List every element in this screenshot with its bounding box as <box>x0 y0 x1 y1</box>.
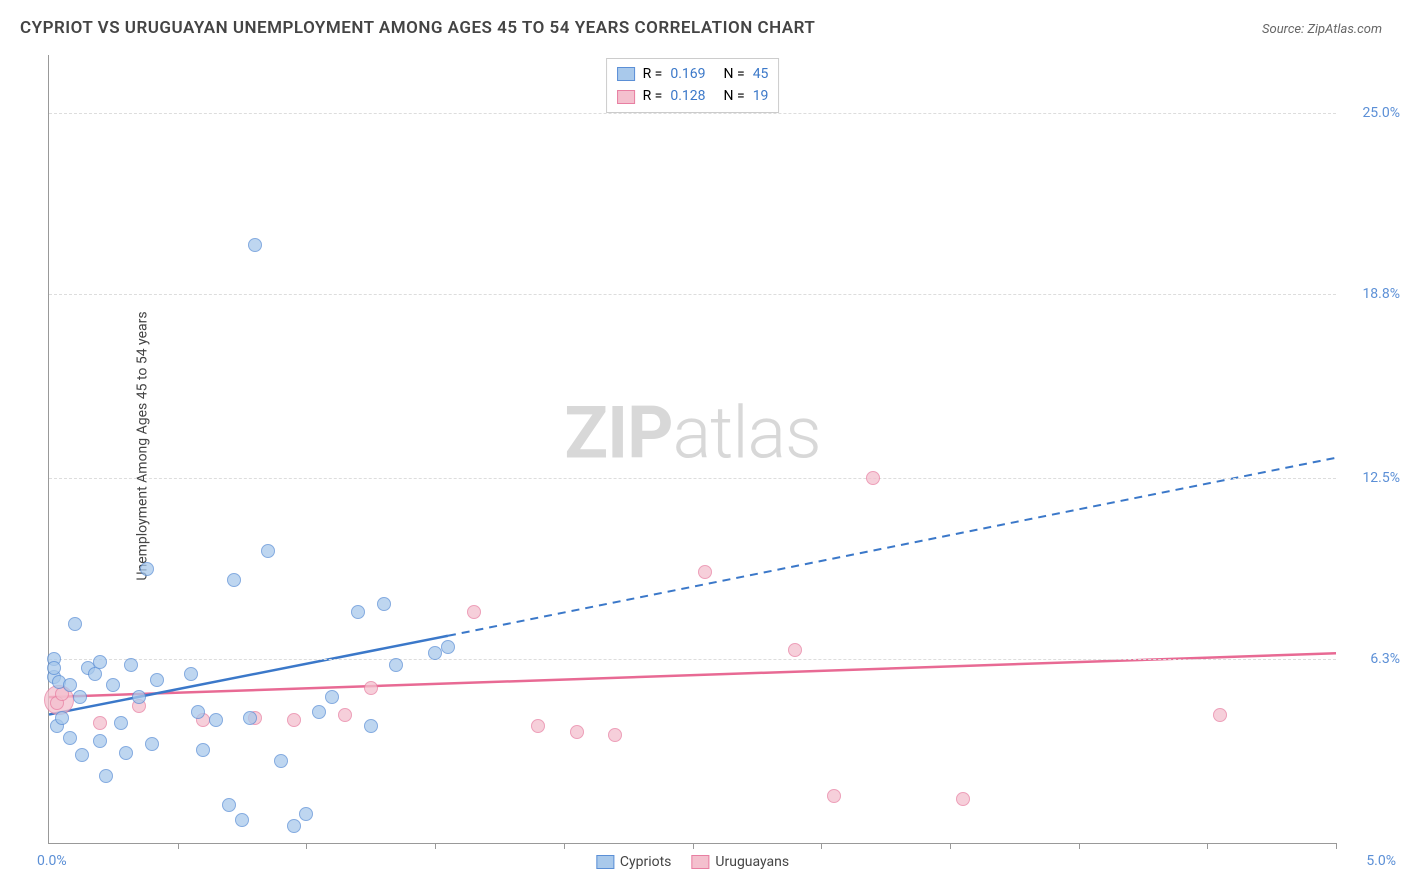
legend-swatch <box>596 855 614 869</box>
cypriots-point <box>124 658 138 672</box>
legend-row-uruguayans: R = 0.128 N = 19 <box>617 85 769 107</box>
x-tick <box>693 843 694 849</box>
cypriots-point <box>68 617 82 631</box>
cypriots-point <box>299 807 313 821</box>
cypriots-point <box>75 748 89 762</box>
uruguayans-point <box>531 719 545 733</box>
cypriots-point <box>63 731 77 745</box>
legend-swatch <box>691 855 709 869</box>
cypriots-point <box>184 667 198 681</box>
cypriots-point <box>441 640 455 654</box>
cypriots-point <box>63 678 77 692</box>
uruguayans-point <box>338 708 352 722</box>
legend-item-uruguayans: Uruguayans <box>691 854 789 870</box>
cypriots-point <box>191 705 205 719</box>
r-value: 0.169 <box>670 63 705 85</box>
gridline <box>49 294 1336 295</box>
gridline <box>49 478 1336 479</box>
cypriots-point <box>351 605 365 619</box>
r-label: R = <box>643 85 663 107</box>
cypriots-point <box>119 746 133 760</box>
r-value: 0.128 <box>670 85 705 107</box>
cypriots-point <box>389 658 403 672</box>
y-tick-label: 6.3% <box>1370 651 1400 667</box>
cypriots-point <box>222 798 236 812</box>
x-tick <box>1207 843 1208 849</box>
cypriots-point <box>312 705 326 719</box>
legend-item-cypriots: Cypriots <box>596 854 672 870</box>
legend-row-cypriots: R = 0.169 N = 45 <box>617 63 769 85</box>
x-axis-max-label: 5.0% <box>1366 853 1396 869</box>
gridline <box>49 113 1336 114</box>
cypriots-point <box>377 597 391 611</box>
cypriots-point <box>227 573 241 587</box>
cypriots-point <box>145 737 159 751</box>
cypriots-point <box>106 678 120 692</box>
n-value: 45 <box>753 63 769 85</box>
uruguayans-point <box>1213 708 1227 722</box>
legend-label: Cypriots <box>620 854 672 870</box>
uruguayans-point <box>956 792 970 806</box>
uruguayans-point <box>364 681 378 695</box>
cypriots-point <box>99 769 113 783</box>
cypriots-point <box>93 655 107 669</box>
cypriots-point <box>73 690 87 704</box>
correlation-legend: R = 0.169 N = 45 R = 0.128 N = 19 <box>606 58 780 113</box>
x-tick <box>435 843 436 849</box>
y-tick-label: 18.8% <box>1362 286 1400 302</box>
cypriots-point <box>196 743 210 757</box>
cypriots-point <box>150 673 164 687</box>
cypriots-point <box>209 713 223 727</box>
source-credit: Source: ZipAtlas.com <box>1262 22 1382 37</box>
uruguayans-point <box>608 728 622 742</box>
x-axis-min-label: 0.0% <box>37 853 67 869</box>
x-tick <box>1336 843 1337 849</box>
y-tick-label: 25.0% <box>1362 105 1400 121</box>
cypriots-point <box>274 754 288 768</box>
cypriots-point <box>114 716 128 730</box>
uruguayans-point <box>287 713 301 727</box>
uruguayans-point <box>570 725 584 739</box>
cypriots-point <box>93 734 107 748</box>
r-label: R = <box>643 63 663 85</box>
cypriots-point <box>132 690 146 704</box>
n-label: N = <box>724 85 745 107</box>
cypriots-point <box>140 562 154 576</box>
legend-swatch <box>617 67 635 81</box>
uruguayans-point <box>866 471 880 485</box>
uruguayans-point <box>467 605 481 619</box>
uruguayans-point <box>698 565 712 579</box>
x-tick <box>821 843 822 849</box>
uruguayans-point <box>788 643 802 657</box>
uruguayans-point <box>827 789 841 803</box>
cypriots-point <box>364 719 378 733</box>
x-tick <box>950 843 951 849</box>
cypriots-point <box>428 646 442 660</box>
legend-label: Uruguayans <box>715 854 789 870</box>
n-label: N = <box>724 63 745 85</box>
x-tick <box>1079 843 1080 849</box>
cypriots-point <box>325 690 339 704</box>
x-tick <box>564 843 565 849</box>
cypriots-point <box>261 544 275 558</box>
cypriots-point <box>235 813 249 827</box>
chart-title: CYPRIOT VS URUGUAYAN UNEMPLOYMENT AMONG … <box>20 18 815 38</box>
n-value: 19 <box>753 85 769 107</box>
cypriots-point <box>243 711 257 725</box>
y-tick-label: 12.5% <box>1362 470 1400 486</box>
gridline <box>49 659 1336 660</box>
x-tick <box>178 843 179 849</box>
cypriots-point <box>55 711 69 725</box>
chart-plot-area: ZIPatlas R =0.169N =45R =0.128N =19 0.0%… <box>48 55 1336 844</box>
cypriots-point <box>47 661 61 675</box>
series-legend: Cypriots Uruguayans <box>596 854 789 870</box>
uruguayans-point <box>93 716 107 730</box>
trend-lines-layer <box>49 55 1336 843</box>
cypriots-point <box>248 238 262 252</box>
legend-swatch <box>617 90 635 104</box>
source-prefix: Source: <box>1262 22 1307 37</box>
cypriots-point <box>287 819 301 833</box>
x-tick <box>306 843 307 849</box>
source-name: ZipAtlas.com <box>1307 22 1382 37</box>
